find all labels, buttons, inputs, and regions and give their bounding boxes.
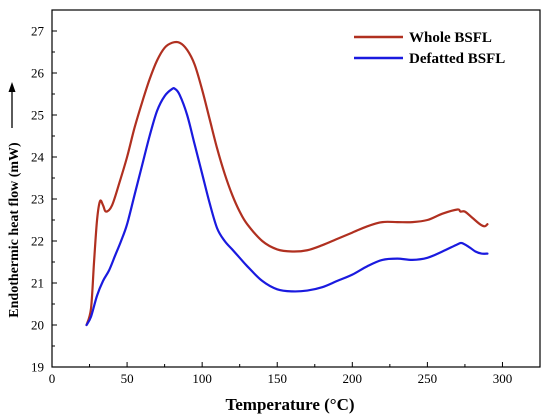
x-tick-label: 50	[121, 371, 134, 386]
x-tick-label: 200	[343, 371, 363, 386]
y-tick-label: 19	[31, 360, 44, 375]
y-tick-label: 20	[31, 318, 44, 333]
x-tick-label: 100	[192, 371, 212, 386]
series-line-defatted-bsfl	[85, 87, 489, 327]
y-tick-label: 24	[31, 150, 45, 165]
y-tick-label: 26	[31, 66, 45, 81]
x-tick-label: 300	[493, 371, 513, 386]
legend-label-whole-bsfl: Whole BSFL	[409, 30, 492, 46]
series-line-whole-bsfl	[85, 40, 489, 327]
y-tick-label: 21	[31, 276, 44, 291]
x-tick-label: 250	[418, 371, 438, 386]
y-tick-label: 27	[31, 24, 45, 39]
y-tick-label: 22	[31, 234, 44, 249]
y-axis-arrow	[8, 82, 16, 128]
x-axis-title: Temperature (°C)	[225, 395, 354, 414]
plot-area-frame	[51, 9, 541, 368]
y-tick-label: 25	[31, 108, 44, 123]
legend-label-defatted-bsfl: Defatted BSFL	[409, 51, 505, 67]
y-tick-label: 23	[31, 192, 44, 207]
x-tick-label: 150	[267, 371, 287, 386]
y-axis-title: Endothermic heat flow (mW)	[7, 142, 22, 318]
x-tick-label: 0	[49, 371, 56, 386]
